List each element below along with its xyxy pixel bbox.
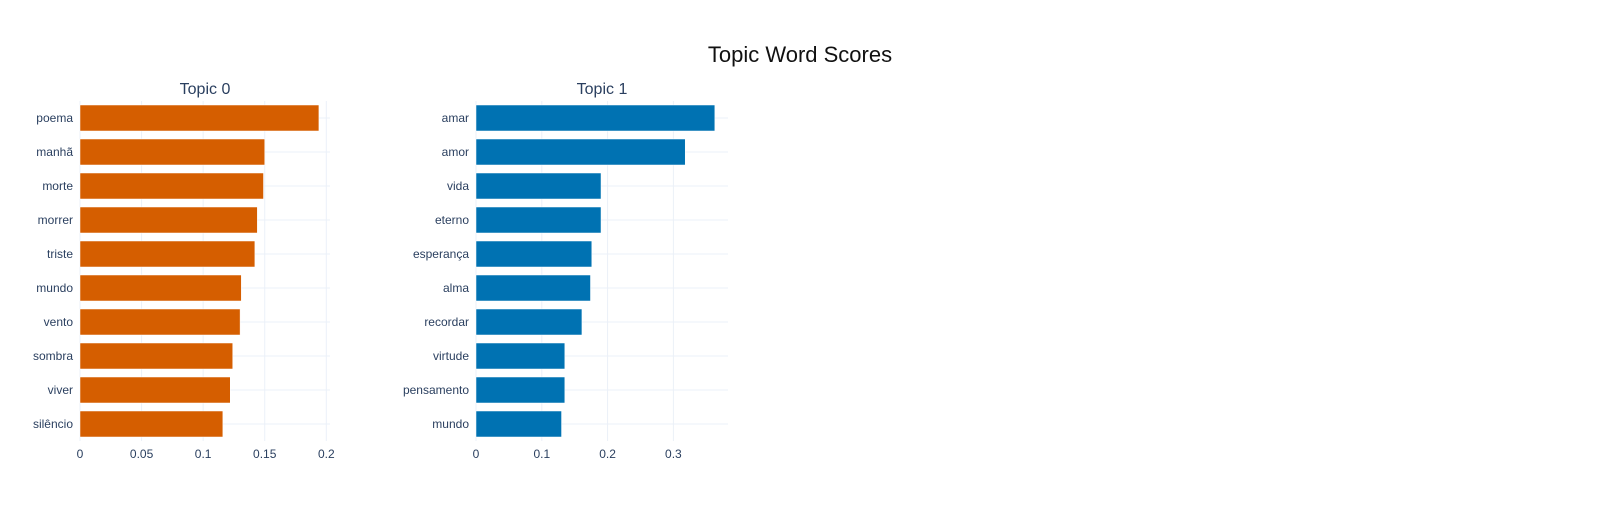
bar[interactable] bbox=[79, 172, 264, 200]
bar[interactable] bbox=[79, 206, 258, 234]
category-label: manhã bbox=[36, 145, 73, 159]
bar[interactable] bbox=[475, 274, 591, 302]
x-tick-label: 0 bbox=[77, 447, 84, 461]
x-tick-label: 0.3 bbox=[665, 447, 682, 461]
bar[interactable] bbox=[79, 274, 242, 302]
x-tick-label: 0.2 bbox=[599, 447, 616, 461]
bar[interactable] bbox=[79, 342, 233, 370]
bar[interactable] bbox=[475, 342, 566, 370]
category-label: morte bbox=[42, 179, 73, 193]
bar[interactable] bbox=[475, 206, 602, 234]
category-label: triste bbox=[47, 247, 73, 261]
category-label: amor bbox=[442, 145, 469, 159]
x-tick-label: 0.1 bbox=[533, 447, 550, 461]
category-label: amar bbox=[442, 111, 469, 125]
bar[interactable] bbox=[79, 410, 224, 438]
category-label: poema bbox=[36, 111, 73, 125]
bar[interactable] bbox=[475, 138, 686, 166]
category-label: eterno bbox=[435, 213, 469, 227]
topic-0-panel: Topic 0 poema manhã morte morrer triste mundo v… bbox=[33, 81, 335, 461]
category-label: mundo bbox=[36, 281, 73, 295]
x-tick-label: 0.2 bbox=[318, 447, 335, 461]
category-label: pensamento bbox=[403, 383, 469, 397]
category-label: alma bbox=[443, 281, 469, 295]
category-label: esperança bbox=[413, 247, 469, 261]
bar[interactable] bbox=[79, 308, 241, 336]
category-label: vento bbox=[44, 315, 74, 329]
bar[interactable] bbox=[475, 410, 562, 438]
bar[interactable] bbox=[79, 240, 256, 268]
x-tick-label: 0.05 bbox=[130, 447, 154, 461]
category-label: morrer bbox=[38, 213, 73, 227]
bar[interactable] bbox=[79, 376, 231, 404]
category-label: viver bbox=[48, 383, 73, 397]
x-tick-label: 0.1 bbox=[195, 447, 212, 461]
subplot-title: Topic 0 bbox=[180, 81, 231, 98]
subplot-title: Topic 1 bbox=[577, 81, 628, 98]
bar[interactable] bbox=[475, 104, 716, 132]
category-label: recordar bbox=[424, 315, 469, 329]
category-label: mundo bbox=[432, 417, 469, 431]
figure-title: Topic Word Scores bbox=[707, 42, 893, 67]
category-label: sombra bbox=[33, 349, 73, 363]
x-tick-label: 0 bbox=[473, 447, 480, 461]
bar[interactable] bbox=[475, 308, 583, 336]
bar[interactable] bbox=[79, 138, 265, 166]
bar[interactable] bbox=[475, 172, 602, 200]
x-tick-label: 0.15 bbox=[253, 447, 277, 461]
category-label: silêncio bbox=[33, 417, 73, 431]
topic-1-panel: Topic 1 amar amor vida eterno esperança alma re… bbox=[403, 81, 728, 461]
bar[interactable] bbox=[79, 104, 320, 132]
bar[interactable] bbox=[475, 376, 566, 404]
category-label: vida bbox=[447, 179, 469, 193]
category-label: virtude bbox=[433, 349, 469, 363]
bar[interactable] bbox=[475, 240, 593, 268]
